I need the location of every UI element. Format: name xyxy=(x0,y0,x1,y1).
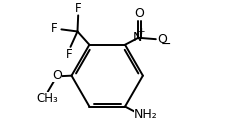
Text: O: O xyxy=(158,33,168,46)
Text: N: N xyxy=(133,31,142,44)
Text: F: F xyxy=(75,2,81,15)
Text: O: O xyxy=(52,69,62,82)
Text: NH₂: NH₂ xyxy=(134,108,158,121)
Text: F: F xyxy=(66,48,72,61)
Text: CH₃: CH₃ xyxy=(36,92,58,105)
Text: F: F xyxy=(51,22,58,35)
Text: −: − xyxy=(161,38,172,51)
Text: O: O xyxy=(135,8,144,20)
Text: +: + xyxy=(137,27,145,36)
